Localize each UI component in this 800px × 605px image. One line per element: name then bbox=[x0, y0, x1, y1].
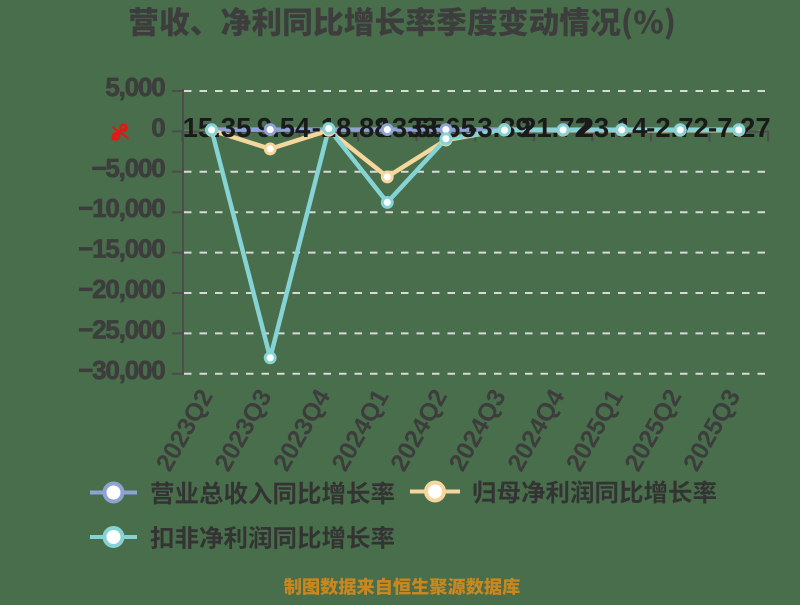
svg-text:−15,000: −15,000 bbox=[78, 234, 165, 264]
svg-text:−5,000: −5,000 bbox=[91, 153, 165, 183]
svg-text:−20,000: −20,000 bbox=[78, 274, 165, 304]
svg-text:−30,000: −30,000 bbox=[78, 355, 165, 385]
svg-text:5,000: 5,000 bbox=[105, 72, 165, 102]
svg-text:−10,000: −10,000 bbox=[78, 193, 165, 223]
svg-text:23.14: 23.14 bbox=[579, 112, 649, 143]
svg-text:21.72: 21.72 bbox=[521, 112, 590, 143]
svg-text:−25,000: −25,000 bbox=[78, 314, 165, 344]
svg-text:0: 0 bbox=[151, 112, 165, 142]
